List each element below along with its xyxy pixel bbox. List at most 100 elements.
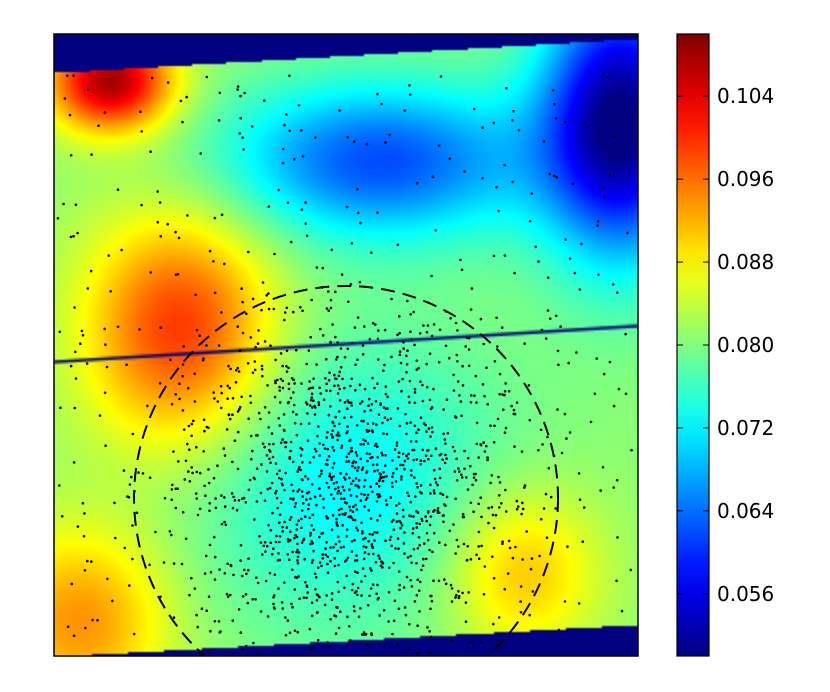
- star-point: [441, 458, 444, 462]
- star-point: [350, 482, 353, 486]
- star-point: [307, 387, 311, 391]
- star-point: [438, 467, 442, 471]
- star-point: [322, 497, 325, 501]
- star-point: [237, 370, 241, 373]
- star-point: [429, 594, 432, 598]
- star-point: [128, 483, 132, 486]
- star-point: [204, 554, 208, 558]
- star-point: [390, 544, 394, 548]
- star-point: [231, 396, 235, 400]
- star-point: [459, 258, 462, 262]
- star-point: [207, 595, 211, 598]
- star-point: [323, 447, 327, 450]
- star-point: [290, 483, 294, 487]
- star-point: [620, 609, 624, 613]
- star-point: [616, 536, 619, 539]
- star-point: [314, 588, 317, 591]
- star-point: [601, 466, 605, 469]
- star-point: [395, 467, 398, 471]
- star-point: [577, 602, 581, 605]
- star-point: [246, 601, 250, 605]
- star-point: [291, 498, 295, 501]
- star-point: [351, 588, 354, 592]
- star-point: [299, 422, 303, 426]
- star-point: [384, 385, 388, 388]
- star-point: [104, 343, 107, 347]
- star-point: [317, 401, 321, 404]
- star-point: [418, 490, 422, 494]
- star-point: [350, 550, 354, 553]
- star-point: [327, 645, 331, 648]
- star-point: [354, 570, 357, 573]
- star-point: [419, 380, 422, 384]
- star-point: [315, 363, 318, 366]
- star-point: [397, 570, 401, 573]
- star-point: [329, 405, 332, 408]
- star-point: [343, 386, 346, 390]
- star-point: [491, 555, 494, 558]
- star-point: [384, 464, 387, 468]
- star-point: [556, 408, 559, 411]
- star-point: [370, 429, 374, 432]
- star-point: [274, 489, 278, 493]
- star-point: [299, 454, 303, 457]
- star-point: [428, 548, 431, 552]
- star-point: [276, 559, 280, 562]
- star-point: [339, 366, 343, 369]
- star-point: [601, 186, 605, 190]
- star-point: [318, 474, 321, 478]
- star-point: [278, 424, 282, 427]
- star-point: [540, 328, 544, 332]
- star-point: [421, 448, 425, 452]
- star-point: [278, 385, 281, 389]
- star-point: [382, 369, 385, 373]
- star-point: [190, 576, 193, 580]
- star-point: [341, 523, 345, 527]
- star-point: [354, 503, 357, 507]
- star-point: [581, 540, 585, 543]
- star-point: [497, 209, 501, 213]
- star-point: [224, 523, 228, 527]
- star-point: [325, 594, 329, 597]
- star-point: [362, 631, 366, 634]
- star-point: [286, 619, 290, 622]
- star-point: [213, 397, 216, 400]
- star-point: [403, 606, 407, 609]
- star-point: [104, 444, 107, 448]
- star-point: [454, 596, 457, 599]
- star-point: [437, 579, 441, 583]
- star-point: [219, 384, 223, 388]
- star-point: [630, 448, 633, 452]
- star-point: [293, 629, 297, 632]
- star-point: [187, 424, 191, 428]
- star-point: [521, 507, 525, 511]
- star-point: [365, 496, 369, 500]
- star-point: [265, 454, 269, 457]
- star-point: [397, 547, 400, 550]
- star-point: [511, 119, 514, 122]
- star-point: [60, 515, 64, 518]
- star-point: [471, 483, 474, 487]
- star-point: [327, 290, 330, 293]
- star-point: [320, 564, 323, 568]
- star-point: [72, 234, 75, 238]
- star-point: [306, 491, 309, 495]
- star-point: [141, 472, 145, 475]
- star-point: [180, 562, 184, 566]
- star-point: [181, 409, 185, 412]
- star-point: [578, 288, 582, 291]
- star-point: [203, 572, 207, 575]
- star-point: [213, 578, 217, 581]
- star-point: [276, 378, 279, 382]
- star-point: [376, 337, 380, 341]
- star-point: [130, 475, 133, 479]
- star-point: [304, 201, 307, 204]
- star-point: [375, 592, 379, 596]
- star-point: [346, 407, 349, 411]
- star-point: [347, 401, 351, 404]
- star-point: [269, 344, 272, 348]
- star-point: [125, 363, 128, 367]
- star-point: [208, 509, 211, 513]
- star-point: [86, 287, 90, 290]
- star-point: [270, 432, 274, 435]
